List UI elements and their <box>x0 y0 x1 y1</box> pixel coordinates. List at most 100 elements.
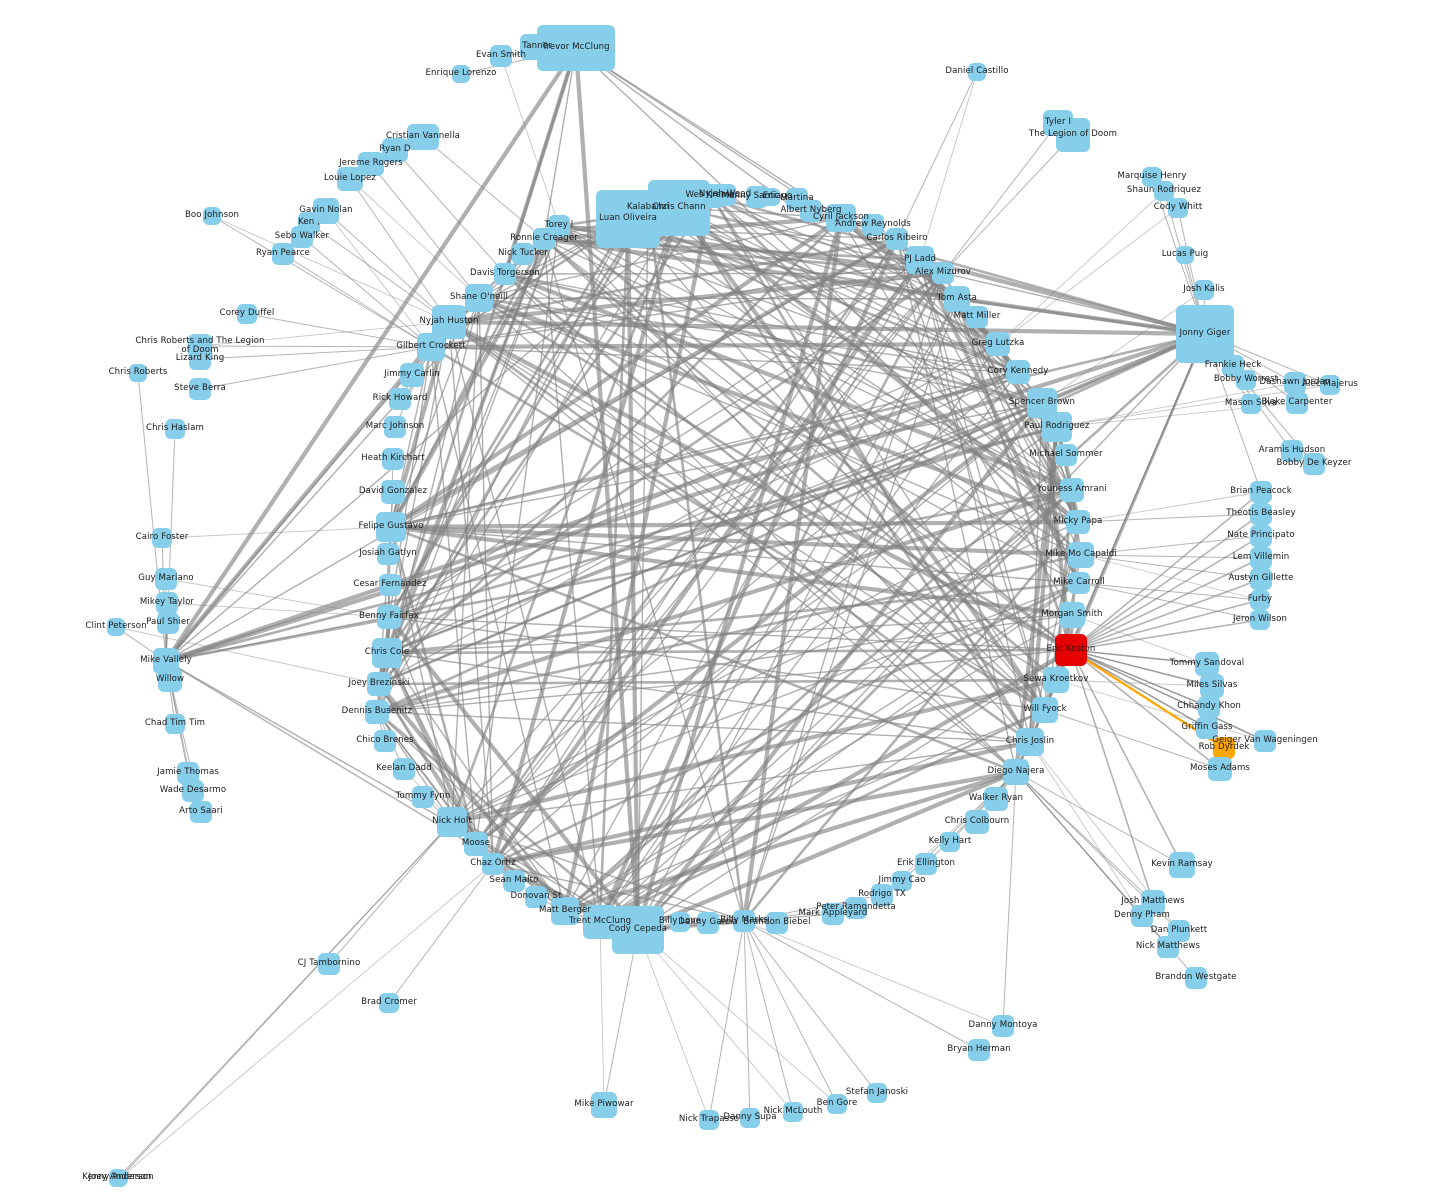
graph-node[interactable] <box>822 903 844 925</box>
graph-node[interactable] <box>1250 481 1272 503</box>
graph-node[interactable] <box>400 363 424 387</box>
graph-node[interactable] <box>465 284 493 312</box>
graph-node[interactable] <box>182 780 204 802</box>
graph-node[interactable] <box>1250 610 1270 630</box>
graph-node[interactable] <box>1250 503 1272 525</box>
graph-node[interactable] <box>381 480 405 504</box>
graph-node[interactable] <box>377 605 401 629</box>
graph-node[interactable] <box>1043 667 1069 693</box>
graph-node[interactable] <box>733 910 755 932</box>
graph-node[interactable] <box>382 138 408 162</box>
graph-node[interactable] <box>1068 542 1094 568</box>
graph-node[interactable] <box>1006 360 1030 384</box>
graph-node[interactable] <box>992 1015 1014 1037</box>
graph-node[interactable] <box>107 618 125 636</box>
graph-node[interactable] <box>1284 372 1306 394</box>
graph-node[interactable] <box>906 246 934 274</box>
graph-node[interactable] <box>871 884 893 906</box>
graph-node[interactable] <box>762 188 780 206</box>
graph-node[interactable] <box>915 853 937 875</box>
graph-node[interactable] <box>697 912 719 934</box>
graph-node[interactable] <box>382 448 404 470</box>
graph-node[interactable] <box>318 953 340 975</box>
graph-node[interactable] <box>490 45 512 67</box>
graph-node[interactable] <box>940 832 960 852</box>
graph-node[interactable] <box>503 870 525 892</box>
graph-node[interactable] <box>437 807 467 837</box>
graph-node[interactable] <box>1241 394 1261 414</box>
graph-node[interactable] <box>965 810 989 834</box>
graph-node[interactable] <box>551 897 579 925</box>
graph-node[interactable] <box>1059 602 1085 628</box>
graph-node[interactable] <box>966 306 988 328</box>
graph-node[interactable] <box>1254 730 1276 752</box>
graph-node[interactable] <box>189 348 211 370</box>
graph-node[interactable] <box>190 801 212 823</box>
graph-node[interactable] <box>272 243 294 265</box>
graph-node[interactable] <box>482 853 504 875</box>
graph-node[interactable] <box>1016 728 1044 756</box>
graph-node[interactable] <box>1250 525 1272 547</box>
graph-node[interactable] <box>1042 412 1072 442</box>
graph-node[interactable] <box>1157 936 1179 958</box>
graph-node[interactable] <box>1213 737 1235 759</box>
graph-node[interactable] <box>157 612 179 634</box>
graph-node[interactable] <box>1303 453 1325 475</box>
graph-node[interactable] <box>156 592 178 614</box>
graph-node[interactable] <box>1250 590 1270 610</box>
graph-node[interactable] <box>944 286 970 312</box>
graph-node[interactable] <box>1200 674 1224 698</box>
graph-node[interactable] <box>165 419 185 439</box>
graph-node[interactable] <box>129 364 147 382</box>
graph-node[interactable] <box>986 332 1010 356</box>
graph-node[interactable] <box>407 124 439 150</box>
graph-node[interactable] <box>1032 697 1058 723</box>
graph-node[interactable] <box>389 388 411 410</box>
graph-node[interactable] <box>237 304 257 324</box>
graph-node[interactable] <box>714 184 736 206</box>
graph-node[interactable] <box>374 730 396 752</box>
graph-node[interactable] <box>112 1170 128 1186</box>
graph-node[interactable] <box>158 668 182 692</box>
graph-node[interactable] <box>367 672 391 696</box>
graph-node[interactable] <box>1198 696 1220 718</box>
graph-node[interactable] <box>1250 568 1272 590</box>
graph-node[interactable] <box>337 167 363 191</box>
graph-node[interactable] <box>412 786 434 808</box>
graph-node[interactable] <box>783 1102 803 1122</box>
graph-node[interactable] <box>155 568 177 590</box>
graph-node[interactable] <box>1176 305 1234 363</box>
graph-node[interactable] <box>520 34 554 60</box>
graph-node[interactable] <box>612 906 664 954</box>
graph-node[interactable] <box>177 762 199 784</box>
graph-node[interactable] <box>165 714 185 734</box>
graph-node[interactable] <box>1055 634 1087 666</box>
graph-node[interactable] <box>1168 198 1188 218</box>
graph-node[interactable] <box>372 638 402 668</box>
graph-node[interactable] <box>766 912 788 934</box>
graph-node[interactable] <box>628 190 668 226</box>
graph-node[interactable] <box>494 263 516 285</box>
graph-node[interactable] <box>365 700 389 724</box>
graph-node[interactable] <box>525 886 547 908</box>
graph-node[interactable] <box>1286 392 1308 414</box>
graph-node[interactable] <box>384 416 406 438</box>
graph-node[interactable] <box>968 63 986 81</box>
graph-node[interactable] <box>1195 652 1219 676</box>
graph-node[interactable] <box>800 200 822 222</box>
graph-node[interactable] <box>152 528 172 548</box>
graph-node[interactable] <box>1068 572 1090 594</box>
graph-node[interactable] <box>583 905 617 939</box>
graph-node[interactable] <box>1060 478 1084 502</box>
graph-node[interactable] <box>393 758 415 780</box>
graph-node[interactable] <box>291 226 313 248</box>
graph-node[interactable] <box>452 65 470 83</box>
graph-node[interactable] <box>886 228 908 250</box>
graph-node[interactable] <box>1208 757 1232 781</box>
graph-node[interactable] <box>1154 181 1174 201</box>
graph-node[interactable] <box>1194 280 1214 300</box>
graph-node[interactable] <box>932 262 954 284</box>
graph-node[interactable] <box>464 832 488 856</box>
graph-node[interactable] <box>591 1092 617 1118</box>
graph-node[interactable] <box>1003 759 1029 785</box>
